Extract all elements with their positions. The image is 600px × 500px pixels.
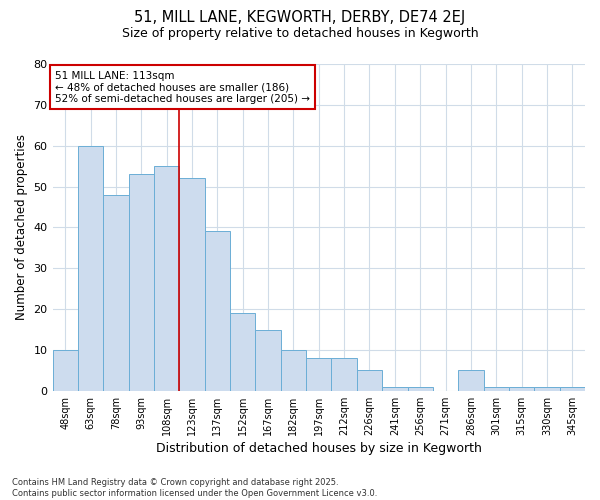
Text: Size of property relative to detached houses in Kegworth: Size of property relative to detached ho…	[122, 28, 478, 40]
Bar	[509, 386, 534, 391]
Bar	[179, 178, 205, 391]
Bar	[78, 146, 103, 391]
Text: 51 MILL LANE: 113sqm
← 48% of detached houses are smaller (186)
52% of semi-deta: 51 MILL LANE: 113sqm ← 48% of detached h…	[55, 70, 310, 104]
Bar	[128, 174, 154, 391]
Bar	[230, 313, 256, 391]
Bar	[281, 350, 306, 391]
Bar	[382, 386, 407, 391]
Text: 51, MILL LANE, KEGWORTH, DERBY, DE74 2EJ: 51, MILL LANE, KEGWORTH, DERBY, DE74 2EJ	[134, 10, 466, 25]
Bar	[484, 386, 509, 391]
Bar	[154, 166, 179, 391]
Bar	[256, 330, 281, 391]
X-axis label: Distribution of detached houses by size in Kegworth: Distribution of detached houses by size …	[156, 442, 482, 455]
Bar	[205, 232, 230, 391]
Bar	[534, 386, 560, 391]
Y-axis label: Number of detached properties: Number of detached properties	[15, 134, 28, 320]
Bar	[331, 358, 357, 391]
Bar	[53, 350, 78, 391]
Bar	[458, 370, 484, 391]
Bar	[103, 194, 128, 391]
Bar	[560, 386, 585, 391]
Bar	[306, 358, 331, 391]
Bar	[357, 370, 382, 391]
Bar	[407, 386, 433, 391]
Text: Contains HM Land Registry data © Crown copyright and database right 2025.
Contai: Contains HM Land Registry data © Crown c…	[12, 478, 377, 498]
